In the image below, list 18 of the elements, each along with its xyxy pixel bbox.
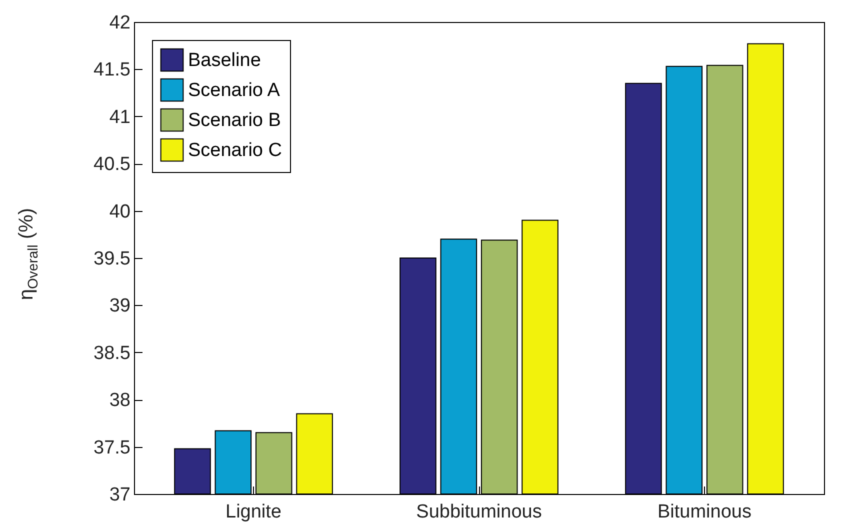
y-tick-label: 38.5 — [94, 342, 130, 364]
y-tick-label: 37.5 — [94, 437, 130, 458]
y-tick-label: 41 — [109, 106, 130, 128]
y-tick-label: 41.5 — [94, 60, 130, 81]
y-tick-label: 39.5 — [94, 248, 130, 270]
legend-label: Baseline — [188, 50, 261, 71]
legend-label: Scenario C — [188, 140, 282, 161]
y-tick-label: 37 — [109, 484, 130, 506]
legend-label: Scenario A — [188, 80, 280, 101]
y-tick-label: 40.5 — [94, 154, 130, 176]
y-tick-label: 40 — [109, 201, 130, 222]
y-tick-label: 38 — [109, 390, 130, 412]
y-tick-label: 42 — [109, 12, 130, 34]
x-tick-label: Subbituminous — [416, 502, 542, 522]
x-tick-label: Bituminous — [657, 502, 752, 522]
legend-label: Scenario B — [188, 110, 281, 131]
y-tick-label: 39 — [109, 296, 130, 317]
x-tick-label: Lignite — [226, 502, 282, 522]
